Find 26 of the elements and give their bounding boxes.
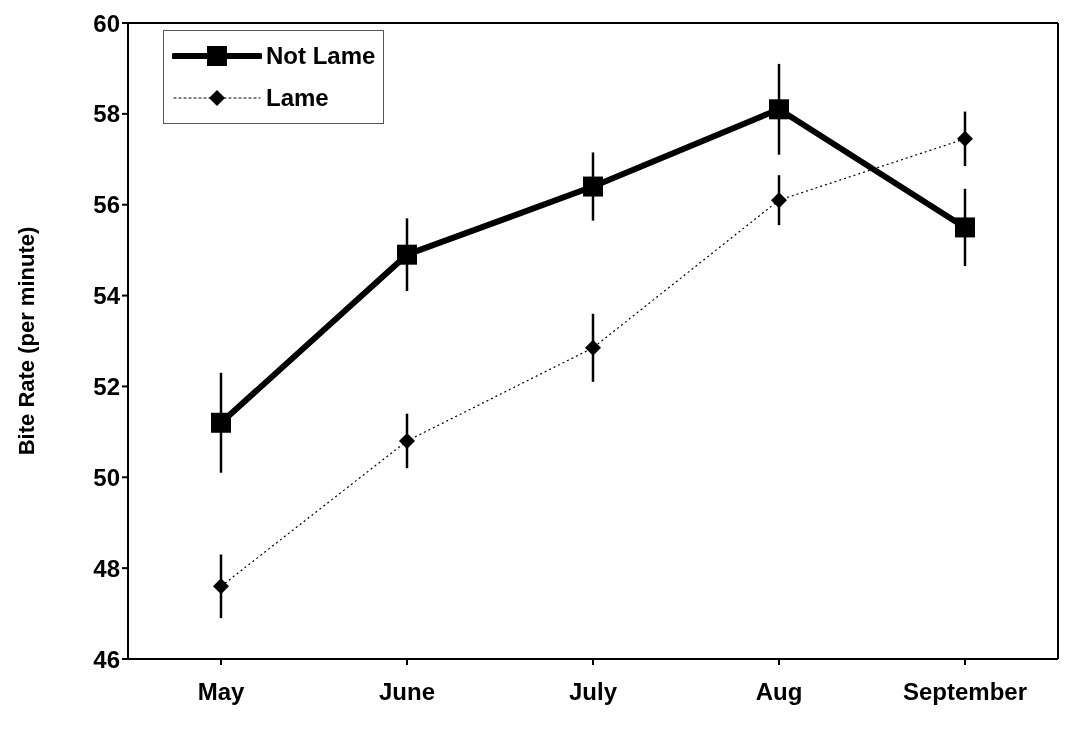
x-tick-label: July [568,678,618,706]
y-tick-label: 54 [93,282,121,310]
y-tick-label: 46 [93,645,120,673]
legend-label: Lame [266,84,329,112]
point [585,339,601,356]
y-tick-label: 52 [93,372,120,400]
point [955,217,975,238]
point [583,176,603,197]
point [957,130,973,147]
y-tick-label: 56 [93,191,120,219]
y-tick-label: 60 [93,9,120,37]
y-tick-label: 50 [93,463,120,491]
y-tick-label: 58 [93,100,120,128]
legend-label: Not Lame [266,42,376,70]
point [211,412,231,433]
point [769,99,789,120]
point [771,192,787,209]
y-axis-title: Bite Rate (per minute) [13,226,39,456]
y-tick-label: 48 [93,554,120,582]
point [213,578,229,595]
x-tick-label: September [902,678,1028,706]
x-tick-label: June [378,678,436,706]
point [397,244,417,265]
point [399,432,415,449]
x-tick-label: Aug [755,678,803,706]
x-tick-label: May [197,678,245,706]
